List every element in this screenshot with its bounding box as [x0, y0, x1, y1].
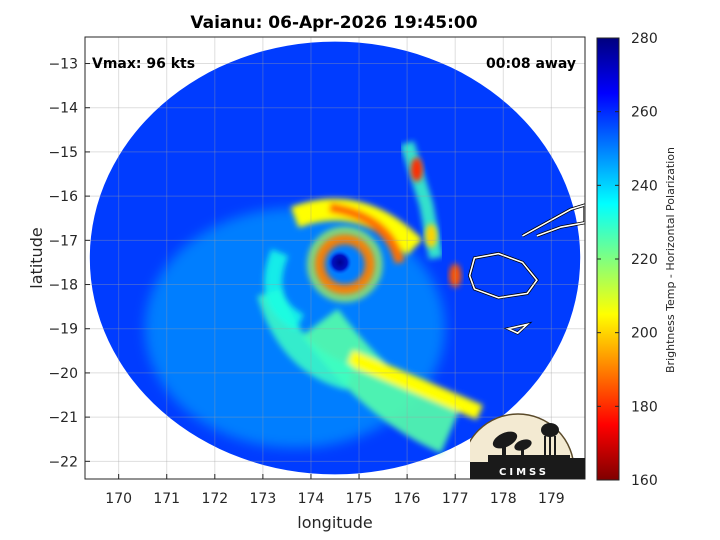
- y-axis-label: latitude: [27, 227, 46, 288]
- cimss-logo: CIMSS: [470, 413, 585, 479]
- y-tick-label: −21: [48, 410, 78, 426]
- colorbar-tick-label: 240: [631, 178, 658, 194]
- x-axis-ticks: 170 171 172 173 174 175 176 177 178 179: [105, 474, 565, 507]
- y-tick-label: −13: [48, 57, 78, 73]
- brightness-temp-swath: [89, 41, 585, 475]
- y-tick-label: −20: [48, 366, 78, 382]
- colorbar-tick-label: 180: [631, 399, 658, 415]
- coastlines: [467, 203, 585, 335]
- x-tick-label: 176: [394, 491, 421, 507]
- vmax-annotation: Vmax: 96 kts: [92, 56, 195, 72]
- x-tick-label: 171: [153, 491, 180, 507]
- convective-hotspot-1: [449, 263, 462, 288]
- x-axis-label: longitude: [297, 513, 372, 532]
- y-tick-label: −14: [48, 101, 78, 117]
- x-tick-label: 177: [442, 491, 469, 507]
- eye: [327, 250, 352, 275]
- eyewall: [312, 232, 377, 297]
- colorbar-label: Brightness Temp - Horizontal Polarizatio…: [664, 147, 677, 373]
- chart-title: Vaianu: 06-Apr-2026 19:45:00: [190, 13, 477, 33]
- x-tick-label: 179: [538, 491, 565, 507]
- axes-frame: [84, 36, 586, 480]
- colorbar-tick-label: 260: [631, 105, 658, 121]
- x-tick-label: 178: [490, 491, 517, 507]
- colorbar-ticks: 160 180 200 220 240 260 280: [597, 31, 658, 489]
- y-tick-label: −16: [48, 189, 78, 205]
- rainbands: [257, 198, 483, 454]
- colorbar-tick-label: 280: [631, 31, 658, 47]
- x-tick-label: 170: [105, 491, 132, 507]
- y-tick-label: −19: [48, 322, 78, 338]
- y-tick-label: −17: [48, 233, 78, 249]
- x-tick-label: 175: [346, 491, 373, 507]
- colorbar-tick-label: 160: [631, 473, 658, 489]
- x-tick-label: 172: [201, 491, 228, 507]
- y-axis-ticks: −13 −14 −15 −16 −17 −18 −19 −20 −21 −22: [48, 57, 90, 470]
- colorbar-tick-label: 200: [631, 326, 658, 342]
- cimss-logo-text: CIMSS: [499, 467, 549, 478]
- convective-hotspot-2: [425, 223, 438, 248]
- x-tick-label: 174: [298, 491, 325, 507]
- time-offset-annotation: 00:08 away: [486, 56, 576, 72]
- y-tick-label: −15: [48, 145, 78, 161]
- convective-hotspot-0: [410, 157, 423, 182]
- y-tick-label: −22: [48, 454, 78, 470]
- x-tick-label: 173: [250, 491, 277, 507]
- y-tick-label: −18: [48, 278, 78, 294]
- colorbar-tick-label: 220: [631, 252, 658, 268]
